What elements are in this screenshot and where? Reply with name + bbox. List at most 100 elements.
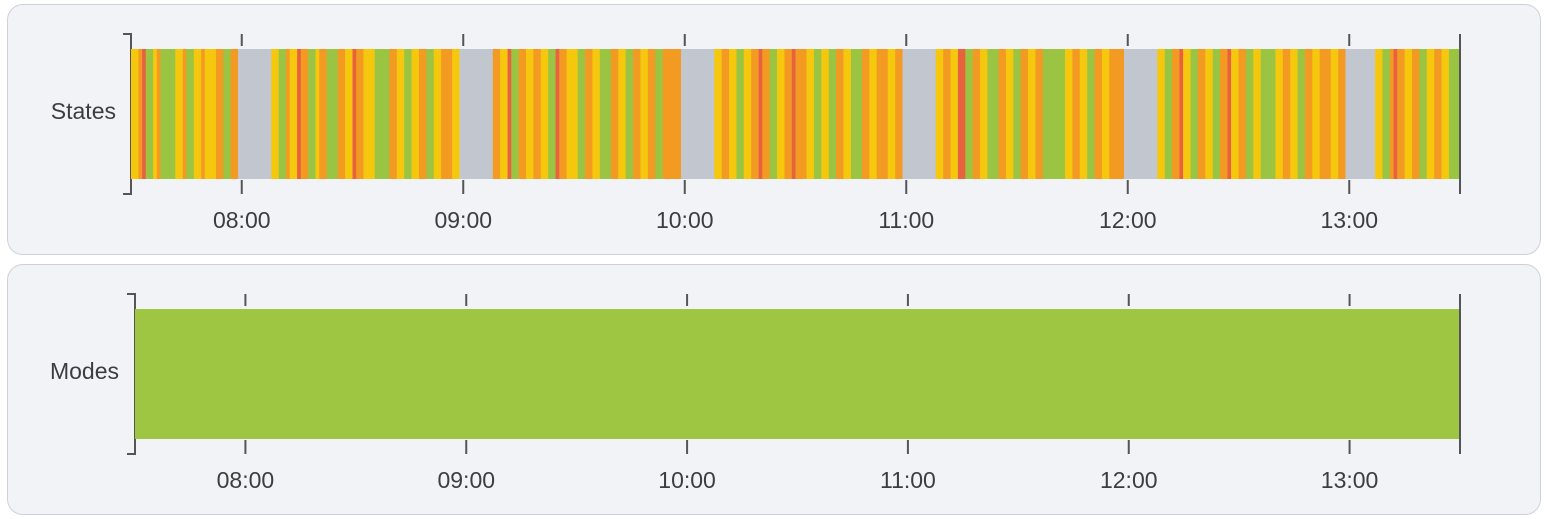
states-segment[interactable] — [610, 49, 619, 179]
states-segment[interactable] — [1124, 49, 1158, 179]
states-segment[interactable] — [201, 49, 206, 179]
states-segment[interactable] — [887, 49, 896, 179]
states-segment[interactable] — [721, 49, 730, 179]
states-segment[interactable] — [1157, 49, 1165, 179]
states-segment[interactable] — [156, 49, 161, 179]
states-segment[interactable] — [821, 49, 830, 179]
states-segment[interactable] — [1005, 49, 1014, 179]
states-segment[interactable] — [363, 49, 375, 179]
states-segment[interactable] — [566, 49, 578, 179]
states-segment[interactable] — [160, 49, 176, 179]
states-segment[interactable] — [1231, 49, 1239, 179]
states-segment[interactable] — [533, 49, 542, 179]
states-segment[interactable] — [1079, 49, 1088, 179]
states-segment[interactable] — [1109, 49, 1125, 179]
states-segment[interactable] — [592, 49, 601, 179]
states-segment[interactable] — [1172, 49, 1180, 179]
states-segment[interactable] — [418, 49, 427, 179]
states-segment[interactable] — [1330, 49, 1339, 179]
states-segment[interactable] — [452, 49, 460, 179]
states-segment[interactable] — [987, 49, 999, 179]
states-segment[interactable] — [1319, 49, 1332, 179]
states-segment[interactable] — [585, 49, 593, 179]
states-segment[interactable] — [1282, 49, 1291, 179]
states-segment[interactable] — [459, 49, 494, 179]
states-segment[interactable] — [142, 49, 147, 179]
states-segment[interactable] — [1205, 49, 1213, 179]
states-segment[interactable] — [662, 49, 674, 179]
states-segment[interactable] — [902, 49, 937, 179]
states-segment[interactable] — [850, 49, 863, 179]
states-segment[interactable] — [186, 49, 195, 179]
states-segment[interactable] — [1304, 49, 1313, 179]
states-segment[interactable] — [526, 49, 534, 179]
states-segment[interactable] — [736, 49, 745, 179]
states-segment[interactable] — [492, 49, 501, 179]
states-segment[interactable] — [1260, 49, 1276, 179]
states-segment[interactable] — [548, 49, 556, 179]
states-segment[interactable] — [300, 49, 309, 179]
states-segment[interactable] — [1238, 49, 1247, 179]
states-segment[interactable] — [791, 49, 796, 179]
states-segment[interactable] — [633, 49, 641, 179]
states-segment[interactable] — [769, 49, 778, 179]
states-segment[interactable] — [655, 49, 663, 179]
states-segment[interactable] — [625, 49, 634, 179]
states-segment[interactable] — [215, 49, 224, 179]
states-segment[interactable] — [758, 49, 763, 179]
states-segment[interactable] — [1212, 49, 1221, 179]
states-segment[interactable] — [1245, 49, 1254, 179]
states-segment[interactable] — [673, 49, 682, 179]
states-segment[interactable] — [965, 49, 973, 179]
states-segment[interactable] — [729, 49, 737, 179]
states-segment[interactable] — [1297, 49, 1306, 179]
states-segment[interactable] — [389, 49, 398, 179]
states-segment[interactable] — [1412, 49, 1420, 179]
states-segment[interactable] — [1448, 49, 1461, 179]
states-segment[interactable] — [869, 49, 878, 179]
states-segment[interactable] — [319, 49, 327, 179]
states-segment[interactable] — [138, 49, 143, 179]
states-segment[interactable] — [511, 49, 519, 179]
states-segment[interactable] — [297, 49, 302, 179]
states-segment[interactable] — [795, 49, 807, 179]
states-segment[interactable] — [1404, 49, 1413, 179]
states-segment[interactable] — [153, 49, 158, 179]
states-segment[interactable] — [426, 49, 435, 179]
states-segment[interactable] — [289, 49, 298, 179]
states-segment[interactable] — [1020, 49, 1029, 179]
states-segment[interactable] — [681, 49, 715, 179]
states-segment[interactable] — [182, 49, 187, 179]
states-segment[interactable] — [315, 49, 320, 179]
states-segment[interactable] — [441, 49, 453, 179]
states-segment[interactable] — [131, 49, 139, 179]
states-segment[interactable] — [238, 49, 272, 179]
states-segment[interactable] — [1013, 49, 1021, 179]
states-segment[interactable] — [943, 49, 951, 179]
states-segment[interactable] — [352, 49, 357, 179]
states-segment[interactable] — [326, 49, 339, 179]
states-segment[interactable] — [1389, 49, 1394, 179]
states-segment[interactable] — [411, 49, 420, 179]
states-segment[interactable] — [193, 49, 202, 179]
states-segment[interactable] — [1338, 49, 1346, 179]
states-segment[interactable] — [1312, 49, 1321, 179]
states-segment[interactable] — [1064, 49, 1073, 179]
states-segment[interactable] — [980, 49, 988, 179]
states-segment[interactable] — [813, 49, 822, 179]
states-segment[interactable] — [559, 49, 567, 179]
states-segment[interactable] — [1164, 49, 1173, 179]
states-segment[interactable] — [1393, 49, 1398, 179]
states-segment[interactable] — [204, 49, 217, 179]
states-segment[interactable] — [876, 49, 889, 179]
states-segment[interactable] — [396, 49, 405, 179]
states-segment[interactable] — [433, 49, 442, 179]
states-segment[interactable] — [998, 49, 1007, 179]
states-segment[interactable] — [714, 49, 722, 179]
states-segment[interactable] — [223, 49, 231, 179]
states-segment[interactable] — [175, 49, 183, 179]
states-segment[interactable] — [1197, 49, 1206, 179]
states-segment[interactable] — [762, 49, 770, 179]
states-segment[interactable] — [1035, 49, 1044, 179]
states-segment[interactable] — [1101, 49, 1110, 179]
